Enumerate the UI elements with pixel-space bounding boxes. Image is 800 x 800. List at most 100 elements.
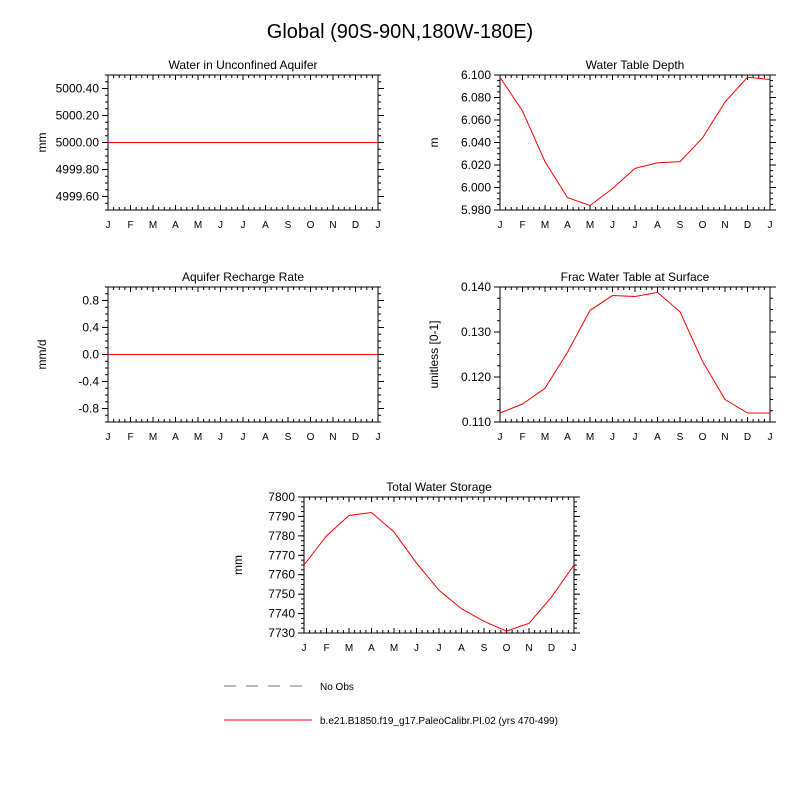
x-tick-label: F <box>127 220 133 231</box>
x-tick-label: N <box>329 220 336 231</box>
y-tick-label: 0.140 <box>461 280 491 294</box>
x-tick-label: J <box>241 432 246 443</box>
y-tick-label: -0.4 <box>78 375 99 389</box>
x-tick-label: N <box>525 643 532 654</box>
x-tick-label: O <box>307 220 315 231</box>
x-tick-label: S <box>677 432 684 443</box>
y-tick-label: 6.080 <box>461 91 491 105</box>
x-tick-label: J <box>302 643 307 654</box>
x-tick-label: J <box>498 220 503 231</box>
panel-title: Water Table Depth <box>586 58 685 72</box>
x-tick-label: S <box>481 643 488 654</box>
y-tick-label: 7780 <box>268 529 295 543</box>
y-axis-label: mm/d <box>35 340 49 370</box>
y-tick-label: 6.040 <box>461 136 491 150</box>
x-tick-label: J <box>106 432 111 443</box>
x-tick-label: A <box>262 220 269 231</box>
x-tick-label: J <box>218 432 223 443</box>
y-tick-label: 7790 <box>268 509 295 523</box>
y-axis-label: mm <box>231 555 245 575</box>
x-tick-label: J <box>414 643 419 654</box>
x-tick-label: D <box>352 220 359 231</box>
x-tick-label: S <box>285 220 292 231</box>
x-tick-label: S <box>677 220 684 231</box>
plot-frame <box>499 74 771 211</box>
x-tick-label: J <box>633 432 638 443</box>
x-tick-label: M <box>149 220 157 231</box>
x-tick-label: D <box>744 432 751 443</box>
x-tick-label: N <box>721 432 728 443</box>
x-tick-label: J <box>610 432 615 443</box>
x-tick-label: A <box>172 432 179 443</box>
x-tick-label: D <box>744 220 751 231</box>
x-tick-label: D <box>548 643 555 654</box>
x-tick-label: D <box>352 432 359 443</box>
x-tick-label: A <box>368 643 375 654</box>
x-tick-label: M <box>345 643 353 654</box>
y-tick-label: 5000.00 <box>56 136 100 150</box>
x-tick-label: A <box>564 432 571 443</box>
x-tick-label: J <box>218 220 223 231</box>
y-tick-label: 5000.40 <box>56 82 100 96</box>
x-tick-label: M <box>149 432 157 443</box>
x-tick-label: A <box>172 220 179 231</box>
x-tick-label: J <box>106 220 111 231</box>
x-tick-label: S <box>285 432 292 443</box>
x-tick-label: M <box>194 220 202 231</box>
x-tick-label: F <box>519 220 525 231</box>
y-axis-label: mm <box>35 133 49 153</box>
x-tick-label: O <box>699 432 707 443</box>
y-tick-label: 5000.20 <box>56 109 100 123</box>
y-tick-label: -0.8 <box>78 402 99 416</box>
y-tick-label: 5.980 <box>461 203 491 217</box>
y-tick-label: 0.8 <box>82 294 99 308</box>
y-tick-label: 7740 <box>268 607 295 621</box>
x-tick-label: F <box>127 432 133 443</box>
x-tick-label: J <box>572 643 577 654</box>
y-tick-label: 7800 <box>268 490 295 504</box>
y-tick-label: 6.020 <box>461 158 491 172</box>
x-tick-label: F <box>323 643 329 654</box>
panel-title: Frac Water Table at Surface <box>561 270 710 284</box>
y-tick-label: 4999.80 <box>56 163 100 177</box>
x-tick-label: J <box>437 643 442 654</box>
y-tick-label: 6.100 <box>461 68 491 82</box>
panel-title: Water in Unconfined Aquifer <box>169 58 318 72</box>
x-tick-label: M <box>586 220 594 231</box>
panel-total-water-storage: Total Water Storage mm J F M A M J J A S O N D J 7730 77… <box>231 480 580 654</box>
x-tick-label: M <box>390 643 398 654</box>
legend: No Obs b.e21.B1850.f19_g17.PaleoCalibr.P… <box>224 682 558 727</box>
x-tick-label: J <box>376 220 381 231</box>
plot-frame <box>303 496 575 634</box>
figure-title: Global (90S-90N,180W-180E) <box>267 21 533 43</box>
series-line <box>499 76 771 207</box>
x-tick-label: A <box>564 220 571 231</box>
y-tick-label: 0.0 <box>82 348 99 362</box>
y-axis-label: m <box>427 138 441 148</box>
y-tick-label: 6.060 <box>461 113 491 127</box>
panel-aquifer-recharge-rate: Aquifer Recharge Rate mm/d J F M A M J J A S O N D J -0… <box>35 270 384 443</box>
panel-water-in-unconfined-aquifer: Water in Unconfined Aquifer mm J F M A M J J A S O N… <box>35 58 384 231</box>
y-tick-label: 0.4 <box>82 321 99 335</box>
y-tick-label: 0.120 <box>461 370 491 384</box>
x-tick-label: O <box>699 220 707 231</box>
x-tick-label: F <box>519 432 525 443</box>
y-tick-label: 7760 <box>268 568 295 582</box>
y-tick-label: 7770 <box>268 548 295 562</box>
x-tick-label: O <box>307 432 315 443</box>
x-tick-label: A <box>262 432 269 443</box>
x-tick-label: J <box>768 432 773 443</box>
panel-title: Total Water Storage <box>386 480 492 494</box>
series-line <box>303 512 575 632</box>
y-axis-label: unitless [0-1] <box>427 320 441 388</box>
x-tick-label: M <box>541 432 549 443</box>
x-tick-label: J <box>610 220 615 231</box>
panel-title: Aquifer Recharge Rate <box>182 270 304 284</box>
y-tick-label: 0.110 <box>462 415 491 429</box>
x-tick-label: M <box>194 432 202 443</box>
series-line <box>499 291 770 414</box>
x-tick-label: M <box>541 220 549 231</box>
x-tick-label: A <box>654 220 661 231</box>
x-tick-label: J <box>241 220 246 231</box>
